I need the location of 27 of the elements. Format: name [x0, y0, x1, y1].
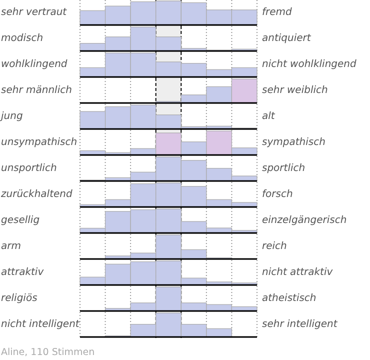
text: Aline, 110 Stimmen: [1, 347, 95, 358]
y-axis-title: wohlklingend: [1, 59, 68, 70]
y-axis-title: unsympathisch: [1, 137, 78, 148]
y2-axis-title: nicht attraktiv: [262, 267, 334, 278]
y2-axis-title: sportlich: [262, 163, 306, 174]
y-axis-title: arm: [1, 241, 22, 252]
y2-axis-title: einzelgängerisch: [262, 215, 347, 226]
y-axis-title: attraktiv: [1, 267, 45, 278]
y2-axis-title: forsch: [262, 189, 293, 200]
y2-axis-title: nicht wohlklingend: [262, 59, 357, 70]
y2-axis-title: reich: [262, 241, 287, 252]
y-axis-title: jung: [0, 111, 23, 122]
y2-axis-title: alt: [262, 111, 276, 122]
y2-axis-title: atheistisch: [262, 293, 316, 304]
y2-axis-title: sehr weiblich: [262, 85, 328, 96]
y2-axis-title: sympathisch: [262, 137, 326, 148]
y2-axis-title: sehr intelligent: [262, 319, 338, 330]
y-axis-title: religiös: [1, 293, 38, 304]
y-axis-title: unsportlich: [1, 163, 57, 174]
y-axis-title: sehr männlich: [1, 85, 72, 96]
y-axis-title: gesellig: [1, 215, 40, 226]
y-axis-title: sehr vertraut: [1, 7, 68, 18]
y2-axis-title: fremd: [262, 7, 293, 18]
y2-axis-title: antiquiert: [262, 33, 312, 44]
y-axis-title: modisch: [1, 33, 44, 44]
y-axis-title: zurückhaltend: [0, 189, 73, 200]
y-axis-title: nicht intelligent: [1, 319, 80, 330]
